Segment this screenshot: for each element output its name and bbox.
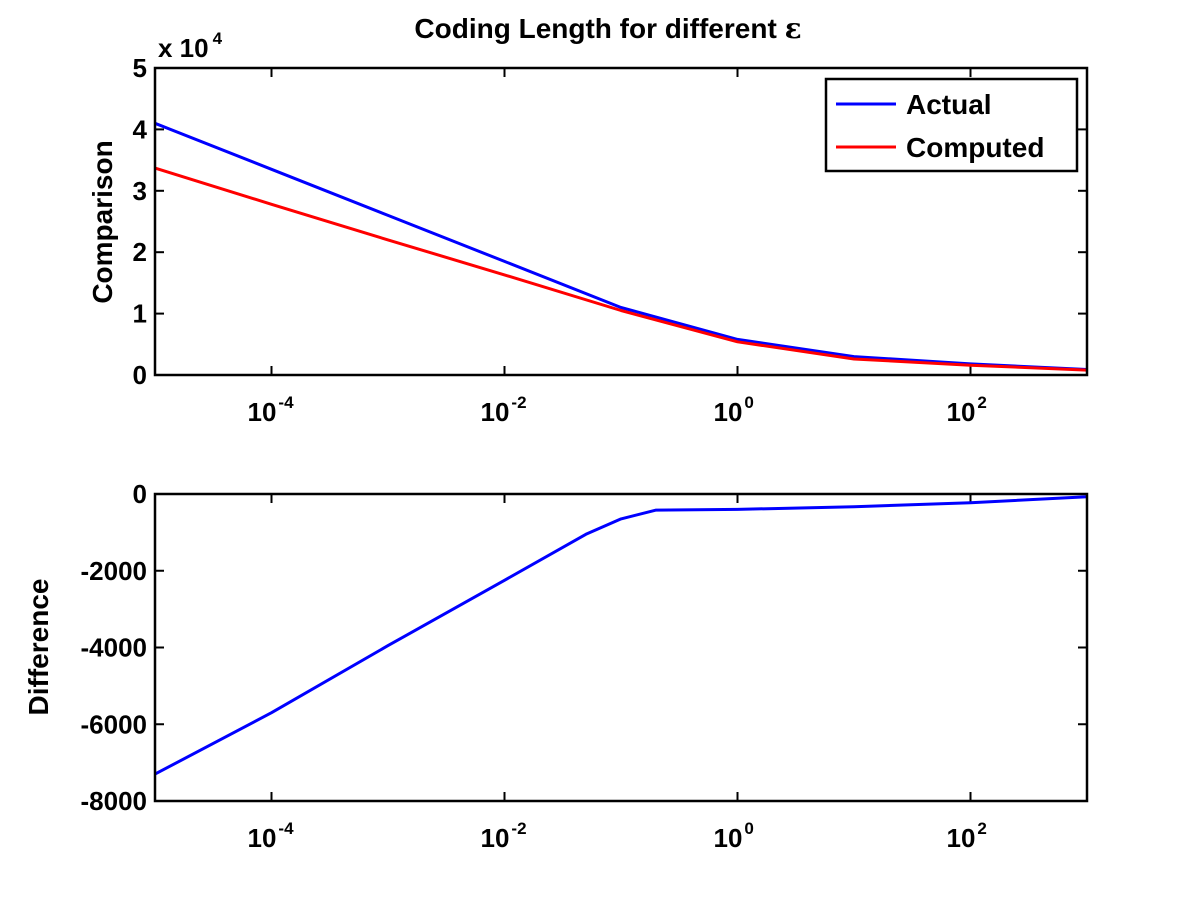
y-tick-label: 3 (133, 176, 147, 206)
y-tick-label: -8000 (81, 786, 148, 816)
y-tick-label: 0 (133, 360, 147, 390)
x-tick-base: 10 (714, 397, 743, 427)
chart-title-text: Coding Length for different (414, 13, 784, 44)
x-tick-exponent: 2 (977, 393, 986, 412)
y-tick-label: 2 (133, 237, 147, 267)
y-exponent-base: x 10 (158, 33, 209, 63)
x-tick-exponent: 0 (744, 393, 753, 412)
x-tick-label: 10 0 (714, 819, 754, 853)
series-layer-comparison (154, 121, 1088, 372)
x-tick-label: 10 2 (947, 819, 987, 853)
y-axis-label-comparison: Comparison (87, 140, 118, 303)
legend-box (824, 77, 1079, 173)
y-tick-label: 5 (133, 53, 147, 83)
plot-frame-comparison (153, 66, 1089, 377)
x-tick-base: 10 (481, 823, 510, 853)
legend: Actual Computed (824, 77, 1079, 173)
y-tick-label: 1 (133, 299, 147, 329)
series-line-computed (154, 166, 1088, 372)
series-line-difference (154, 495, 1088, 776)
x-tick-label: 10 0 (714, 393, 754, 427)
x-tick-label: 10 -2 (481, 819, 527, 853)
chart-title-epsilon: ε (785, 12, 802, 45)
x-tick-base: 10 (248, 823, 277, 853)
difference-plot: Difference 10 -4 10 -2 10 0 10 20-2000-4000-600… (23, 479, 1089, 853)
y-exponent-power: 4 (213, 29, 223, 48)
y-tick-label: 0 (133, 479, 147, 509)
series-layer-difference (154, 495, 1088, 776)
x-tick-exponent: -4 (278, 819, 294, 838)
x-tick-label: 10 -4 (248, 393, 295, 427)
y-tick-label: -6000 (81, 709, 148, 739)
x-tick-exponent: 0 (744, 819, 753, 838)
y-exponent-label: x 10 4 (158, 29, 223, 63)
x-tick-exponent: -2 (511, 819, 526, 838)
x-tick-exponent: 2 (977, 819, 986, 838)
x-tick-base: 10 (947, 823, 976, 853)
x-tick-base: 10 (947, 397, 976, 427)
x-tick-label: 10 -2 (481, 393, 527, 427)
y-tick-label: -4000 (81, 633, 148, 663)
y-tick-label: 4 (133, 114, 148, 144)
x-tick-base: 10 (714, 823, 743, 853)
tick-layer-difference: 10 -4 10 -2 10 0 10 20-2000-4000-6000-8000 (81, 479, 1087, 853)
x-tick-base: 10 (481, 397, 510, 427)
plot-frame-difference (153, 492, 1089, 803)
x-tick-base: 10 (248, 397, 277, 427)
legend-label-actual: Actual (906, 89, 992, 120)
series-line-actual (154, 121, 1088, 371)
x-tick-exponent: -2 (511, 393, 526, 412)
legend-label-computed: Computed (906, 132, 1044, 163)
x-tick-label: 10 -4 (248, 819, 295, 853)
x-tick-label: 10 2 (947, 393, 987, 427)
y-axis-label-difference: Difference (23, 579, 54, 716)
chart-title: Coding Length for different ε (414, 12, 801, 45)
x-tick-exponent: -4 (278, 393, 294, 412)
y-tick-label: -2000 (81, 556, 148, 586)
